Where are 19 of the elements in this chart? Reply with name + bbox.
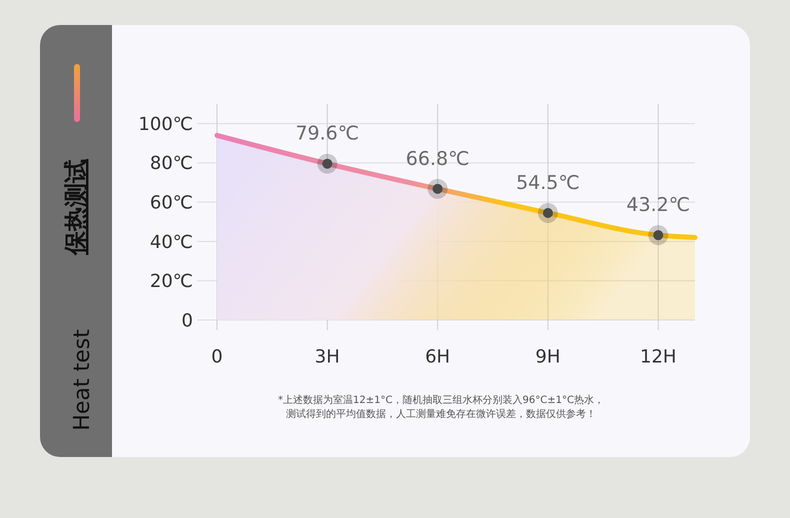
y-tick-label: 80℃ — [150, 153, 193, 174]
x-tick-label: 12H — [640, 346, 676, 368]
data-label: 79.6℃ — [295, 122, 360, 145]
y-tick-label: 20℃ — [150, 271, 193, 292]
y-tick-label: 0 — [182, 310, 193, 332]
x-tick-label: 9H — [535, 346, 560, 368]
y-tick-label: 60℃ — [150, 192, 193, 214]
text: 测试得到的平均值数据，人工测量难免存在微许误差，数据仅供参考！ — [286, 408, 596, 420]
data-label: 66.8℃ — [406, 148, 470, 170]
y-tick-label: 100℃ — [138, 114, 193, 135]
data-label: 43.2℃ — [626, 194, 690, 216]
x-tick-label: 6H — [425, 346, 450, 368]
y-tick-label: 40℃ — [150, 232, 193, 253]
text: Heat test — [70, 328, 95, 431]
x-tick-label: 0 — [211, 346, 223, 368]
x-tick-label: 3H — [314, 346, 340, 368]
data-label: 54.5℃ — [516, 172, 580, 194]
text: *上述数据为室温12±1°C，随机抽取三组水杯分别装入96°C±1°C热水， — [278, 394, 604, 406]
text: 保热测试 — [62, 159, 90, 256]
